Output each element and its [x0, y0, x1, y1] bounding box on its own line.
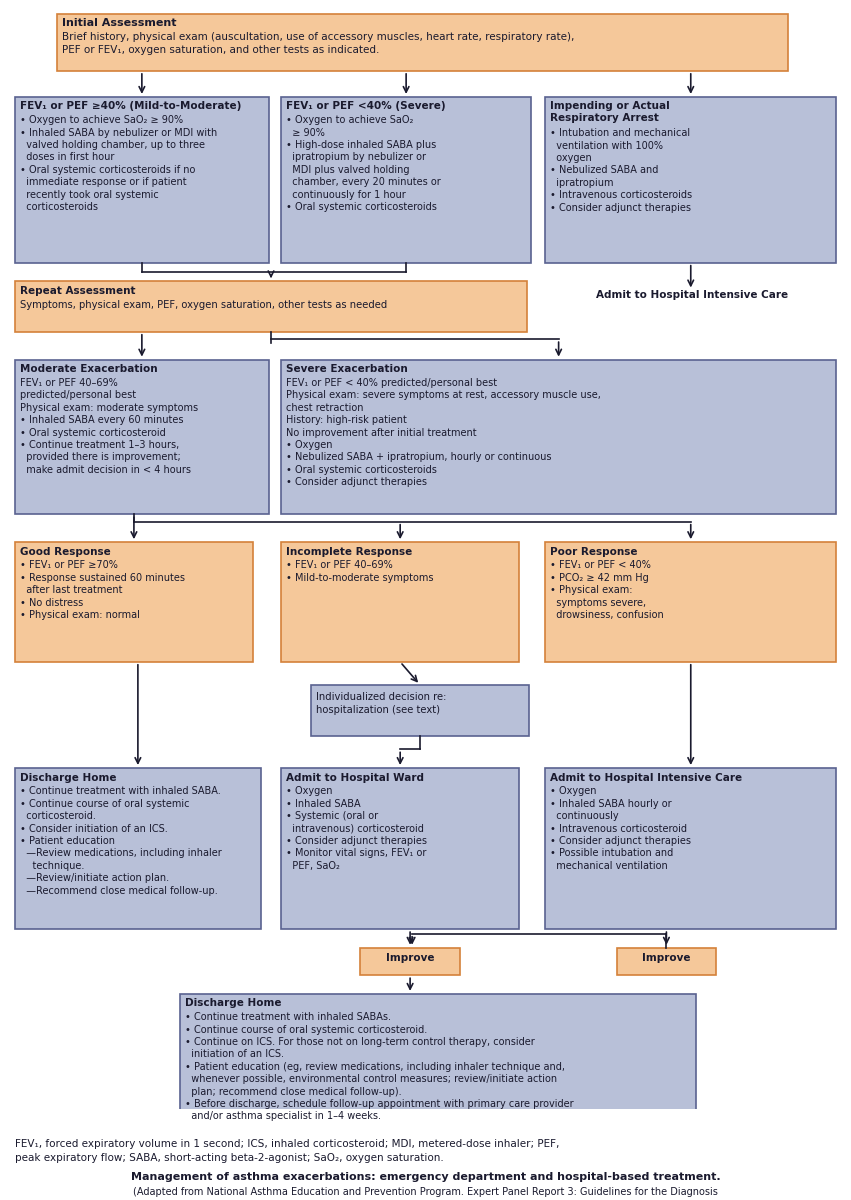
FancyBboxPatch shape — [14, 542, 253, 662]
FancyBboxPatch shape — [57, 14, 788, 71]
Text: Severe Exacerbation: Severe Exacerbation — [286, 364, 408, 374]
Text: Improve: Improve — [643, 953, 691, 964]
Text: • FEV₁ or PEF < 40%
• PCO₂ ≥ 42 mm Hg
• Physical exam:
  symptoms severe,
  drow: • FEV₁ or PEF < 40% • PCO₂ ≥ 42 mm Hg • … — [551, 560, 664, 620]
Text: Impending or Actual
Respiratory Arrest: Impending or Actual Respiratory Arrest — [551, 102, 670, 124]
Text: Discharge Home: Discharge Home — [185, 998, 281, 1008]
Text: • Intubation and mechanical
  ventilation with 100%
  oxygen
• Nebulized SABA an: • Intubation and mechanical ventilation … — [551, 128, 693, 212]
Text: FEV₁ or PEF 40–69%
predicted/personal best
Physical exam: moderate symptoms
• In: FEV₁ or PEF 40–69% predicted/personal be… — [20, 378, 197, 475]
FancyBboxPatch shape — [14, 360, 269, 515]
Text: Poor Response: Poor Response — [551, 547, 637, 557]
FancyBboxPatch shape — [281, 97, 531, 263]
Text: Incomplete Response: Incomplete Response — [286, 547, 412, 557]
Text: FEV₁ or PEF ≥40% (Mild-to-Moderate): FEV₁ or PEF ≥40% (Mild-to-Moderate) — [20, 102, 241, 112]
Text: Brief history, physical exam (auscultation, use of accessory muscles, heart rate: Brief history, physical exam (auscultati… — [62, 32, 574, 55]
Text: • Continue treatment with inhaled SABAs.
• Continue course of oral systemic cort: • Continue treatment with inhaled SABAs.… — [185, 1012, 574, 1121]
FancyBboxPatch shape — [180, 994, 696, 1130]
FancyBboxPatch shape — [14, 281, 528, 332]
Text: • Oxygen to achieve SaO₂
  ≥ 90%
• High-dose inhaled SABA plus
  ipratropium by : • Oxygen to achieve SaO₂ ≥ 90% • High-do… — [286, 115, 441, 212]
FancyBboxPatch shape — [545, 768, 837, 929]
Text: Repeat Assessment: Repeat Assessment — [20, 286, 135, 295]
FancyBboxPatch shape — [281, 360, 837, 515]
FancyBboxPatch shape — [311, 685, 529, 736]
FancyBboxPatch shape — [14, 97, 269, 263]
FancyBboxPatch shape — [545, 542, 837, 662]
Text: (Adapted from National Asthma Education and Prevention Program. Expert Panel Rep: (Adapted from National Asthma Education … — [133, 1187, 718, 1200]
Text: • Oxygen to achieve SaO₂ ≥ 90%
• Inhaled SABA by nebulizer or MDI with
  valved : • Oxygen to achieve SaO₂ ≥ 90% • Inhaled… — [20, 115, 217, 212]
FancyBboxPatch shape — [617, 948, 716, 976]
FancyBboxPatch shape — [281, 768, 519, 929]
Text: Initial Assessment: Initial Assessment — [62, 18, 177, 29]
Text: • Oxygen
• Inhaled SABA hourly or
  continuously
• Intravenous corticosteroid
• : • Oxygen • Inhaled SABA hourly or contin… — [551, 786, 691, 871]
Text: Good Response: Good Response — [20, 547, 111, 557]
Text: Symptoms, physical exam, PEF, oxygen saturation, other tests as needed: Symptoms, physical exam, PEF, oxygen sat… — [20, 300, 387, 310]
Text: FEV₁, forced expiratory volume in 1 second; ICS, inhaled corticosteroid; MDI, me: FEV₁, forced expiratory volume in 1 seco… — [14, 1139, 559, 1163]
FancyBboxPatch shape — [545, 97, 837, 263]
Text: • FEV₁ or PEF 40–69%
• Mild-to-moderate symptoms: • FEV₁ or PEF 40–69% • Mild-to-moderate … — [286, 560, 433, 583]
FancyBboxPatch shape — [14, 768, 261, 929]
Text: Discharge Home: Discharge Home — [20, 773, 117, 782]
Text: FEV₁ or PEF < 40% predicted/personal best
Physical exam: severe symptoms at rest: FEV₁ or PEF < 40% predicted/personal bes… — [286, 378, 601, 487]
Text: Improve: Improve — [386, 953, 434, 964]
Text: Admit to Hospital Ward: Admit to Hospital Ward — [286, 773, 424, 782]
Text: Moderate Exacerbation: Moderate Exacerbation — [20, 364, 157, 374]
Text: Management of asthma exacerbations: emergency department and hospital-based trea: Management of asthma exacerbations: emer… — [131, 1171, 720, 1182]
Text: Individualized decision re:
hospitalization (see text): Individualized decision re: hospitalizat… — [316, 692, 446, 715]
Text: Admit to Hospital Intensive Care: Admit to Hospital Intensive Care — [596, 290, 788, 300]
Text: • FEV₁ or PEF ≥70%
• Response sustained 60 minutes
  after last treatment
• No d: • FEV₁ or PEF ≥70% • Response sustained … — [20, 560, 185, 620]
FancyBboxPatch shape — [361, 948, 460, 976]
Text: Admit to Hospital Intensive Care: Admit to Hospital Intensive Care — [551, 773, 742, 782]
Text: • Continue treatment with inhaled SABA.
• Continue course of oral systemic
  cor: • Continue treatment with inhaled SABA. … — [20, 786, 221, 895]
FancyBboxPatch shape — [281, 542, 519, 662]
Text: FEV₁ or PEF <40% (Severe): FEV₁ or PEF <40% (Severe) — [286, 102, 446, 112]
Text: • Oxygen
• Inhaled SABA
• Systemic (oral or
  intravenous) corticosteroid
• Cons: • Oxygen • Inhaled SABA • Systemic (oral… — [286, 786, 427, 871]
